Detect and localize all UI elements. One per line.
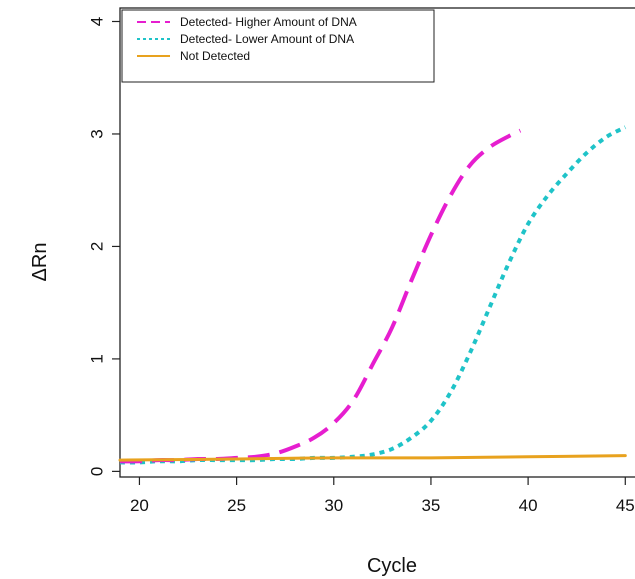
x-tick-label: 30 (324, 496, 343, 515)
plot-border (119, 7, 635, 478)
x-tick-label: 20 (130, 496, 149, 515)
y-axis-title: ΔRn (29, 243, 51, 282)
legend-box (121, 9, 435, 83)
axes: 20 25 30 35 40 45 0 1 2 3 4 (87, 17, 634, 515)
series-line-3 (118, 454, 627, 462)
series-line-2 (119, 125, 627, 465)
x-tick-label: 25 (227, 496, 246, 515)
legend-label-2: Detected- Lower Amount of DNA (180, 32, 354, 46)
x-tick-label: 35 (421, 496, 440, 515)
plot-frame (119, 7, 635, 478)
x-tick-label: 40 (519, 496, 538, 515)
x-axis-title: Cycle (367, 555, 417, 577)
legend-label-1: Detected- Higher Amount of DNA (180, 15, 357, 29)
legend: Detected- Higher Amount of DNA Detected- … (121, 9, 435, 83)
series-lines (118, 125, 627, 465)
y-tick-label: 4 (87, 17, 106, 26)
legend-label-3: Not Detected (180, 49, 250, 63)
y-tick-label: 0 (87, 467, 106, 476)
y-tick-label: 2 (87, 242, 106, 251)
x-tick-label: 45 (616, 496, 635, 515)
y-tick-label: 3 (87, 129, 106, 138)
series-line-1 (119, 128, 522, 464)
y-tick-label: 1 (87, 354, 106, 363)
